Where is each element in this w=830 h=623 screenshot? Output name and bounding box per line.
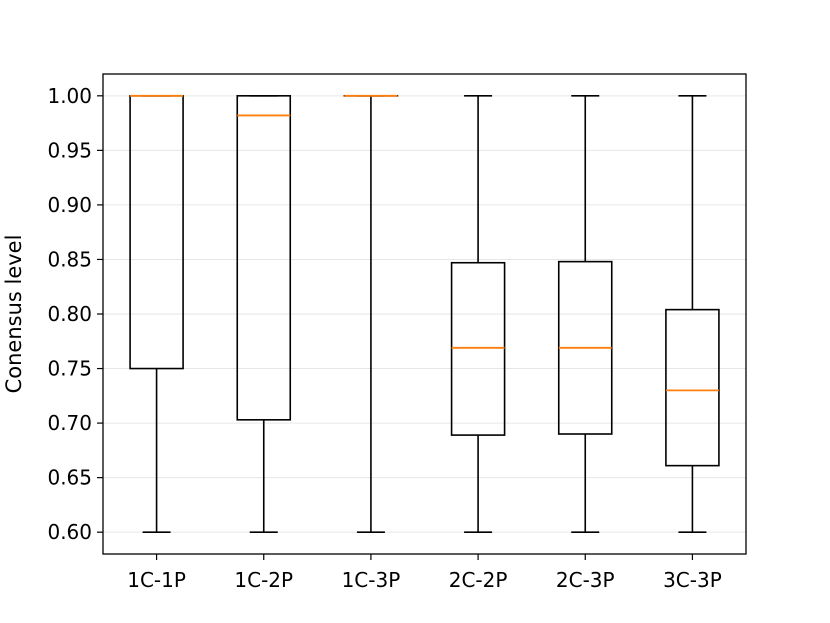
box-1c-2p — [236, 95, 292, 533]
y-axis-label: Conensus level — [2, 235, 26, 394]
x-tick-label-0: 1C-1P — [127, 568, 186, 592]
x-axis-ticks: 1C-1P 1C-2P 1C-3P 2C-2P 2C-3P 3C-3P — [127, 554, 722, 592]
iqr-box — [236, 95, 292, 421]
x-tick-label-4: 2C-3P — [556, 568, 615, 592]
box-1c-3p — [343, 94, 399, 533]
y-tick-label-3: 0.75 — [47, 357, 92, 381]
iqr-box — [450, 261, 506, 436]
grid-lines — [103, 95, 746, 533]
box-3c-3p — [665, 95, 720, 533]
y-tick-label-7: 0.95 — [47, 138, 92, 162]
box-series — [129, 94, 720, 533]
y-tick-label-4: 0.80 — [47, 302, 92, 326]
x-tick-label-1: 1C-2P — [234, 568, 293, 592]
y-tick-label-8: 1.00 — [47, 84, 92, 108]
x-tick-label-3: 2C-2P — [449, 568, 508, 592]
iqr-box — [129, 95, 184, 370]
y-tick-label-5: 0.85 — [47, 247, 92, 271]
y-tick-label-2: 0.70 — [47, 411, 92, 435]
x-tick-label-2: 1C-3P — [342, 568, 401, 592]
box-2c-3p — [557, 95, 613, 533]
y-axis-ticks: 0.60 0.65 0.70 0.75 0.80 0.85 0.90 0.95 1.00 — [47, 84, 103, 544]
box-2c-2p — [450, 95, 506, 533]
iqr-box — [665, 308, 720, 467]
x-tick-label-5: 3C-3P — [663, 568, 722, 592]
y-tick-label-0: 0.60 — [47, 520, 92, 544]
y-tick-label-1: 0.65 — [47, 466, 92, 490]
y-tick-label-6: 0.90 — [47, 193, 92, 217]
box-1c-1p — [129, 94, 184, 533]
